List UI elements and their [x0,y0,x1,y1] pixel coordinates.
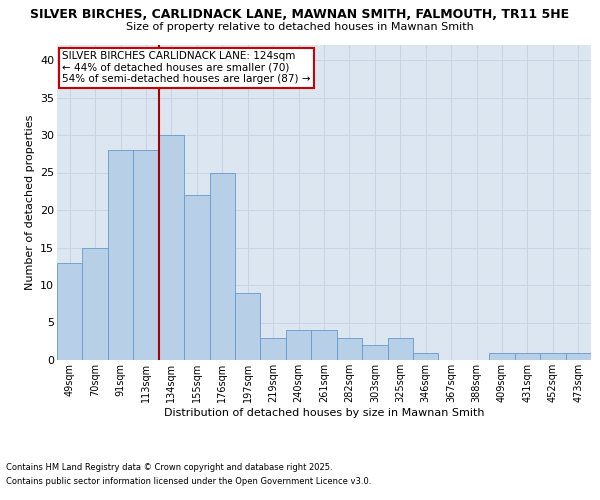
Bar [286,330,311,360]
Y-axis label: Number of detached properties: Number of detached properties [25,115,35,290]
Bar [235,292,260,360]
Bar [413,352,439,360]
Bar [566,352,591,360]
Text: Contains HM Land Registry data © Crown copyright and database right 2025.: Contains HM Land Registry data © Crown c… [6,462,332,471]
Bar [515,352,540,360]
Bar [311,330,337,360]
Text: SILVER BIRCHES, CARLIDNACK LANE, MAWNAN SMITH, FALMOUTH, TR11 5HE: SILVER BIRCHES, CARLIDNACK LANE, MAWNAN … [31,8,569,20]
Bar [260,338,286,360]
Text: Contains public sector information licensed under the Open Government Licence v3: Contains public sector information licen… [6,478,371,486]
Bar [184,195,209,360]
X-axis label: Distribution of detached houses by size in Mawnan Smith: Distribution of detached houses by size … [164,408,484,418]
Bar [388,338,413,360]
Bar [489,352,515,360]
Bar [82,248,108,360]
Text: SILVER BIRCHES CARLIDNACK LANE: 124sqm
← 44% of detached houses are smaller (70): SILVER BIRCHES CARLIDNACK LANE: 124sqm ←… [62,52,311,84]
Text: Size of property relative to detached houses in Mawnan Smith: Size of property relative to detached ho… [126,22,474,32]
Bar [362,345,388,360]
Bar [337,338,362,360]
Bar [159,135,184,360]
Bar [540,352,566,360]
Bar [209,172,235,360]
Bar [57,262,82,360]
Bar [133,150,159,360]
Bar [108,150,133,360]
